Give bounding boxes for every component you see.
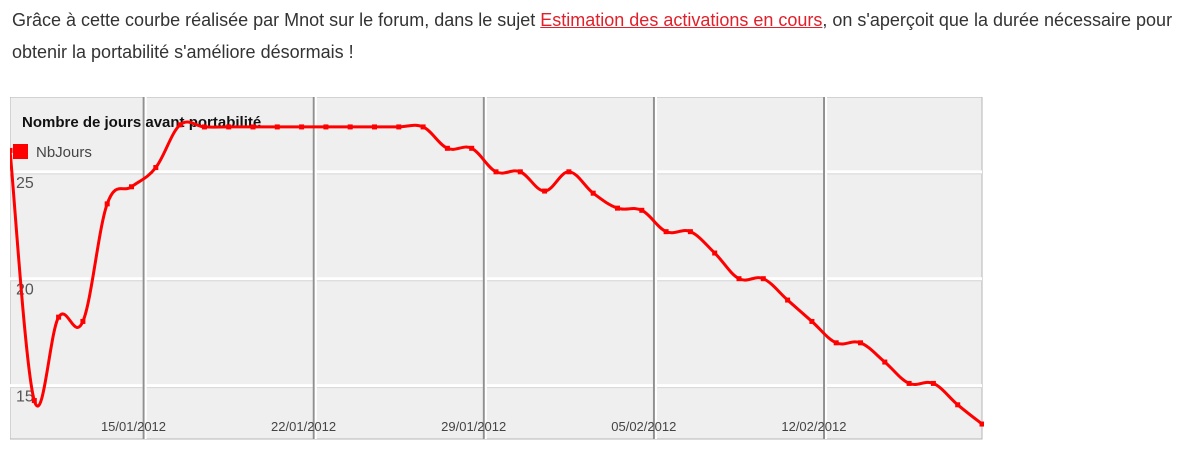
data-point <box>274 124 280 130</box>
axis-labels: 15 20 25 15/01/2012 22/01/2012 29/01/2012 05/0… <box>16 175 846 434</box>
y-tick-label: 15 <box>16 389 34 406</box>
x-tick-label: 22/01/2012 <box>271 419 336 434</box>
data-point <box>542 188 548 194</box>
days-before-portability-chart: 15 20 25 15/01/2012 22/01/2012 29/01/2012 05/0… <box>10 97 984 441</box>
y-tick-label: 25 <box>16 175 34 192</box>
chart-frame <box>10 97 983 440</box>
data-point <box>785 297 791 303</box>
data-point <box>615 205 620 211</box>
data-point <box>177 122 183 128</box>
data-point <box>80 318 86 324</box>
data-point <box>979 421 984 427</box>
data-point <box>226 124 232 130</box>
data-point <box>469 145 475 151</box>
data-point <box>31 398 37 404</box>
x-tick-label: 15/01/2012 <box>101 419 166 434</box>
intro-text-after: , on s'aperçoit que la durée nécessaire … <box>12 10 1173 62</box>
intro-paragraph: Grâce à cette courbe réalisée par Mnot s… <box>12 4 1192 68</box>
legend-swatch <box>13 144 28 159</box>
data-point <box>882 359 888 365</box>
y-tick-label: 20 <box>16 282 34 299</box>
x-tick-label: 12/02/2012 <box>781 419 846 434</box>
data-point <box>10 147 13 153</box>
data-point <box>201 124 207 130</box>
data-point <box>906 380 912 386</box>
x-tick-label: 05/02/2012 <box>611 419 676 434</box>
data-point <box>639 207 645 213</box>
chart-svg: 15 20 25 15/01/2012 22/01/2012 29/01/2012 05/0… <box>10 97 984 440</box>
data-point <box>687 229 693 235</box>
data-point <box>299 124 305 130</box>
legend-label: NbJours <box>36 144 92 161</box>
data-point <box>444 145 450 151</box>
data-point <box>930 380 936 386</box>
data-point <box>858 340 863 346</box>
data-point <box>323 124 329 130</box>
data-point <box>250 124 256 130</box>
x-tick-label: 29/01/2012 <box>441 419 506 434</box>
data-point <box>153 165 159 171</box>
data-point <box>517 169 523 175</box>
data-point <box>736 276 742 282</box>
series-layer <box>10 120 984 427</box>
data-point <box>129 184 134 190</box>
data-point <box>396 124 402 130</box>
legend: NbJours <box>13 144 92 161</box>
data-point <box>663 229 669 235</box>
data-point <box>833 340 839 346</box>
data-point <box>760 276 766 282</box>
data-point <box>372 124 377 130</box>
data-point <box>590 190 596 196</box>
data-point <box>955 402 961 408</box>
data-point <box>420 124 426 130</box>
data-point <box>104 201 110 207</box>
data-point <box>56 314 62 320</box>
data-point <box>712 250 718 256</box>
data-point <box>493 169 499 175</box>
data-point <box>566 169 572 175</box>
data-point <box>347 124 353 130</box>
data-point <box>809 318 815 324</box>
chart-title: Nombre de jours avant portabilité <box>22 114 261 131</box>
intro-text-before: Grâce à cette courbe réalisée par Mnot s… <box>12 10 541 30</box>
topic-link[interactable]: Estimation des activations en cours <box>540 10 823 30</box>
